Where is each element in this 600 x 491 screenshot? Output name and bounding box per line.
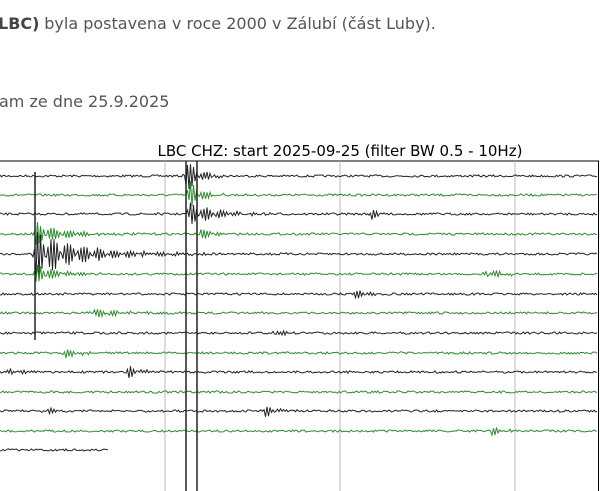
- intro-bold: LBC): [0, 14, 40, 33]
- trace: [0, 202, 598, 224]
- trace: [0, 264, 598, 282]
- trace: [0, 366, 598, 378]
- trace: [0, 406, 598, 417]
- trace: [0, 349, 598, 359]
- trace: [0, 308, 598, 319]
- trace: [0, 329, 598, 337]
- trace: [0, 164, 598, 190]
- trace: [0, 390, 598, 394]
- seismogram-title: LBC CHZ: start 2025-09-25 (filter BW 0.5…: [158, 142, 523, 160]
- trace: [0, 222, 598, 245]
- intro-text: byla postavena v roce 2000 v Zálubí (čás…: [44, 14, 436, 33]
- trace: [0, 181, 598, 207]
- trace: [0, 427, 597, 437]
- intro-paragraph: LBC) byla postavena v roce 2000 v Zálubí …: [0, 14, 436, 33]
- caption: am ze dne 25.9.2025: [0, 92, 170, 111]
- trace: [0, 290, 598, 300]
- trace: [0, 232, 598, 277]
- trace: [0, 448, 108, 452]
